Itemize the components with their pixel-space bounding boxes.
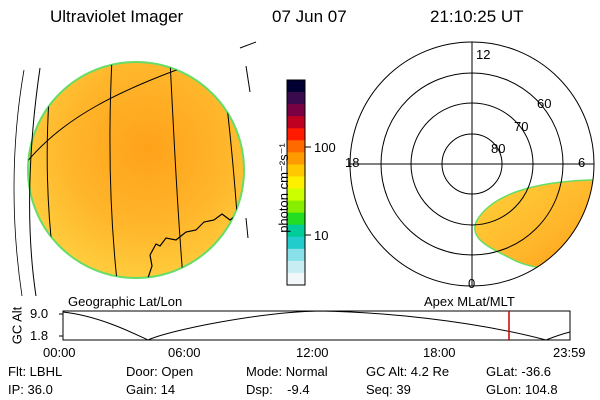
colorbar [286, 79, 306, 286]
colorbar-segment [287, 104, 305, 117]
header-time: 21:10:25 UT [430, 7, 524, 26]
geographic-caption: Geographic Lat/Lon [68, 294, 183, 309]
mlt-label-0: 0 [468, 276, 476, 291]
altitude-plot [59, 310, 571, 341]
info-dsp: Dsp: -9.4 [246, 382, 310, 397]
colorbar-segment [287, 224, 305, 238]
colorbar-segment [287, 92, 305, 105]
longitude-line [245, 65, 251, 93]
colorbar-unit-label: photon cm⁻²s⁻¹ [276, 143, 291, 233]
info-ip: IP: 36.0 [8, 382, 53, 397]
altitude-ytick-high: 9.0 [30, 306, 49, 321]
earth-disk [27, 61, 245, 279]
mlt-label-18: 18 [345, 155, 360, 170]
altitude-xtick: 23:59 [553, 345, 586, 360]
longitude-line [245, 217, 249, 239]
auroral-oval [474, 179, 594, 273]
info-gc-alt: GC Alt: 4.2 Re [366, 364, 450, 379]
longitude-line [29, 67, 41, 297]
altitude-xtick: 06:00 [168, 345, 201, 360]
colorbar-segment [287, 260, 305, 274]
apex-caption: Apex MLat/MLT [424, 294, 515, 309]
colorbar-segment [287, 128, 305, 141]
coastline [147, 254, 153, 278]
header-date: 07 Jun 07 [272, 7, 347, 26]
colorbar-frame [286, 79, 306, 286]
colorbar-tick-10: 10 [314, 228, 329, 243]
imager-title: Ultraviolet Imager [50, 7, 184, 26]
colorbar-segment [287, 80, 305, 93]
longitude-line [169, 62, 185, 278]
altitude-ytick-low: 1.8 [30, 328, 49, 343]
colorbar-segment [287, 200, 305, 214]
altitude-xtick: 18:00 [423, 345, 456, 360]
coastline [149, 213, 244, 256]
colorbar-segment [287, 140, 305, 153]
colorbar-segment [287, 272, 305, 286]
info-mode: Mode: Normal [246, 364, 328, 379]
altitude-xtick: 12:00 [296, 345, 329, 360]
colorbar-segment [287, 236, 305, 250]
latitude-line [239, 41, 257, 49]
earth-disk-view [13, 41, 257, 297]
colorbar-segment [287, 176, 305, 190]
mlat-label-60: 60 [537, 96, 552, 111]
longitude-line [109, 62, 119, 278]
info-flt: Flt: LBHL [8, 364, 63, 379]
colorbar-segment [287, 152, 305, 165]
colorbar-segment [287, 248, 305, 262]
info-seq: Seq: 39 [366, 382, 411, 397]
info-glon: GLon: 104.8 [486, 382, 558, 397]
altitude-xtick: 00:00 [43, 345, 76, 360]
colorbar-segment [287, 164, 305, 177]
info-gain: Gain: 14 [126, 382, 176, 397]
colorbar-ticks [305, 146, 311, 236]
mlt-label-12: 12 [476, 47, 491, 62]
mlat-label-70: 70 [514, 119, 529, 134]
mlat-label-80: 80 [491, 141, 506, 156]
mlt-label-6: 6 [578, 155, 586, 170]
altitude-ylabel: GC Alt [9, 306, 25, 345]
longitude-line [13, 69, 25, 297]
altitude-curve [62, 310, 571, 341]
info-glat: GLat: -36.6 [486, 364, 552, 379]
colorbar-segment [287, 188, 305, 202]
polar-plot [349, 41, 595, 287]
info-door: Door: Open [126, 364, 194, 379]
colorbar-segment [287, 212, 305, 226]
colorbar-segment [287, 116, 305, 129]
colorbar-tick-100: 100 [314, 140, 336, 155]
